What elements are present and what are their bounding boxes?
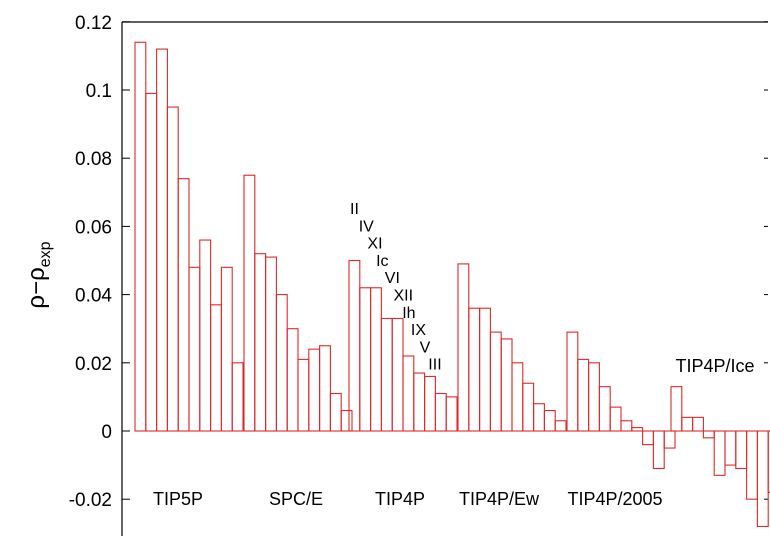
bar: [533, 403, 545, 432]
bar: [231, 362, 244, 432]
bar: [457, 263, 470, 432]
phase-label: V: [420, 339, 431, 356]
phase-label: IV: [359, 218, 374, 235]
phase-label: XI: [367, 236, 382, 253]
bar: [566, 331, 579, 432]
group-label: SPC/E: [269, 489, 323, 509]
y-axis-title-main: ρ−ρ: [23, 267, 50, 308]
y-tick-label: 0.1: [86, 81, 112, 102]
bar: [286, 328, 299, 432]
phase-label: IX: [411, 322, 426, 339]
bar: [598, 386, 611, 432]
bar-group: [243, 174, 353, 432]
bar: [243, 174, 256, 432]
bar: [500, 338, 513, 432]
bar: [735, 430, 748, 470]
bar: [489, 331, 502, 432]
bar: [340, 409, 353, 432]
phase-label: II: [350, 201, 359, 218]
bar: [220, 266, 233, 432]
bar: [434, 392, 447, 432]
bar: [391, 317, 404, 432]
bar: [188, 266, 201, 432]
bar: [543, 409, 556, 432]
phase-label: Ic: [376, 253, 388, 270]
bar: [134, 41, 147, 432]
bar: [177, 178, 190, 432]
bar-group: [670, 386, 770, 528]
bar: [652, 430, 665, 470]
bar: [670, 386, 683, 432]
bar: [370, 287, 382, 432]
bar: [713, 430, 726, 476]
bar: [479, 307, 491, 432]
bar: [199, 239, 212, 432]
group-label: TIP4P/Ew: [459, 489, 540, 509]
bar: [588, 362, 600, 432]
y-tick-label: 0.06: [75, 217, 112, 238]
phase-label: III: [428, 357, 441, 374]
y-tick-label: 0.04: [75, 286, 112, 307]
bar: [308, 348, 321, 432]
phase-label: VI: [385, 270, 400, 287]
group-labels: TIP5P SPC/E TIP4P TIP4P/Ew TIP4P/2005 TIP4P/I…: [153, 356, 755, 509]
bar: [359, 287, 372, 432]
bar: [724, 430, 737, 466]
y-tick-label: 0.02: [75, 354, 112, 375]
bar: [642, 430, 654, 446]
bar-group: [348, 259, 458, 432]
bar: [522, 382, 535, 432]
bar: [319, 345, 331, 432]
y-axis-ticks: -0.02 0 0.02 0.04 0.06 0.08 0.1 0.12: [69, 13, 768, 511]
bar: [145, 92, 158, 432]
bar: [297, 358, 310, 432]
y-tick-label: 0.08: [75, 149, 112, 170]
bar: [756, 430, 769, 528]
bar: [692, 416, 704, 432]
bar: [702, 430, 715, 439]
bar-group: [457, 263, 567, 432]
y-tick-label: -0.02: [69, 490, 112, 511]
bar: [275, 294, 288, 432]
bar: [663, 430, 676, 449]
bar: [156, 48, 168, 432]
phase-label: XII: [394, 288, 414, 305]
bar: [254, 253, 267, 432]
bar: [424, 375, 436, 432]
group-label: TIP4P/Ice: [675, 356, 754, 376]
bars: [134, 41, 770, 528]
axes: [121, 21, 768, 536]
bar-group: [134, 41, 244, 432]
group-label: TIP4P/2005: [567, 489, 662, 509]
bar: [609, 406, 622, 432]
bar: [681, 416, 694, 432]
bar: [767, 430, 770, 493]
bar: [413, 372, 426, 432]
bar: [468, 307, 481, 432]
y-axis-title-subscript: exp: [37, 241, 54, 267]
group-label: TIP5P: [153, 489, 203, 509]
phase-label: Ih: [402, 305, 415, 322]
bar: [577, 358, 590, 432]
bar: [554, 420, 567, 432]
bar: [511, 362, 524, 432]
group-label: TIP4P: [375, 489, 425, 509]
bar: [402, 355, 415, 432]
bar: [329, 392, 342, 432]
bar: [166, 106, 179, 432]
y-axis-title: ρ−ρexp: [23, 241, 54, 308]
bar: [620, 420, 633, 432]
bar: [348, 259, 361, 432]
y-tick-label: 0: [101, 422, 112, 443]
bar: [445, 396, 458, 432]
bar: [210, 304, 222, 432]
bar: [265, 256, 277, 432]
bar: [746, 430, 758, 500]
bar-group: [566, 331, 676, 470]
y-tick-label: 0.12: [75, 13, 112, 34]
bar: [380, 317, 393, 432]
